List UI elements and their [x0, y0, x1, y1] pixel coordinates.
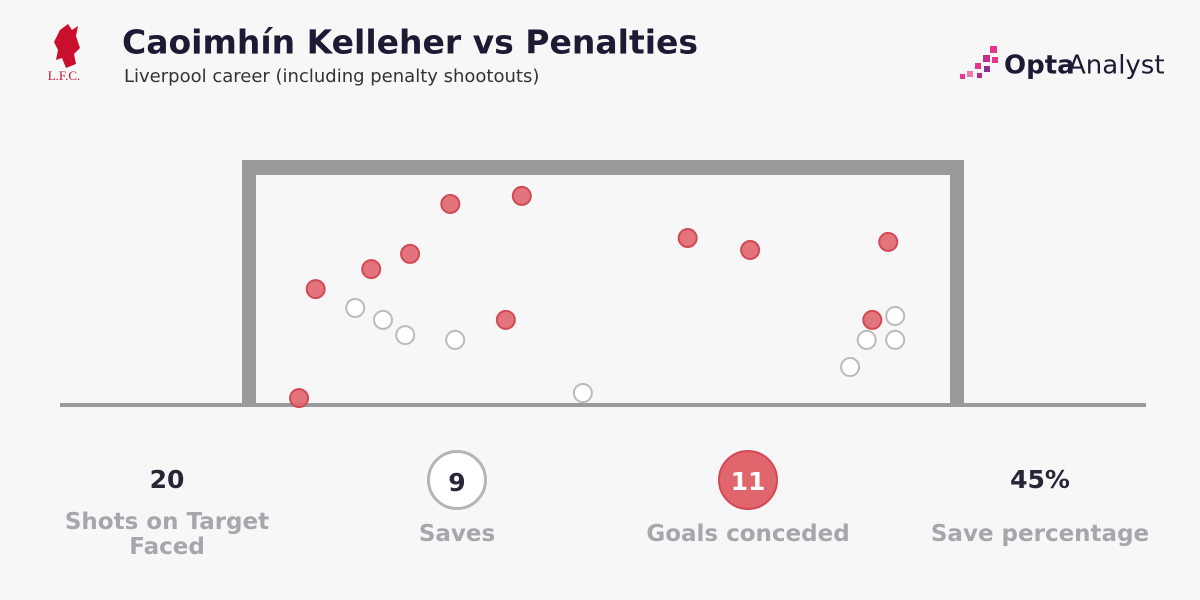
stat-label: Shots on Target Faced	[64, 509, 270, 560]
club-name: L.F.C.	[48, 68, 81, 83]
logo-pixel	[977, 73, 982, 78]
save-dot	[445, 329, 466, 350]
logo-pixel	[992, 57, 998, 63]
goal-dot	[862, 309, 883, 330]
goal-dot	[440, 193, 461, 214]
goal-frame	[60, 160, 1146, 407]
goal-dot	[289, 388, 310, 409]
save-dot	[885, 305, 906, 326]
brand-light: Analyst	[1068, 51, 1165, 81]
brand-logo: Opta Analyst	[960, 46, 1165, 81]
chart-subtitle: Liverpool career (including penalty shoo…	[124, 66, 539, 87]
stat-value: 11	[718, 450, 778, 510]
chart-title: Caoimhín Kelleher vs Penalties	[122, 23, 698, 62]
logo-pixel	[990, 46, 997, 53]
brand-bold: Opta	[1004, 51, 1075, 81]
goal-dot	[511, 185, 532, 206]
save-dot	[395, 325, 416, 346]
stat-label: Goals conceded	[646, 521, 850, 547]
save-dot	[373, 309, 394, 330]
goal-dot	[878, 231, 899, 252]
logo-pixel	[984, 66, 990, 72]
crest-bird	[54, 24, 80, 68]
goal-dot	[495, 309, 516, 330]
goal-dot	[400, 243, 421, 264]
stat-label: Save percentage	[930, 521, 1150, 547]
logo-pixel	[960, 74, 965, 79]
save-dot	[572, 383, 593, 404]
logo-pixel	[975, 63, 981, 69]
goal-dot	[361, 259, 382, 280]
save-dot	[885, 329, 906, 350]
goal-dot	[740, 239, 761, 260]
stat-value: 9	[427, 450, 487, 510]
goal-dot	[305, 279, 326, 300]
goal-line	[60, 403, 1146, 407]
logo-pixel	[967, 71, 973, 77]
logo-pixel	[983, 55, 990, 62]
save-dot	[840, 357, 861, 378]
goal-dot	[677, 228, 698, 249]
right-post	[950, 160, 964, 407]
stat-value: 45%	[1010, 465, 1070, 494]
stat-value: 20	[149, 465, 185, 494]
crossbar	[242, 160, 964, 175]
save-dot	[345, 297, 366, 318]
stat-label: Saves	[418, 521, 496, 547]
save-dot	[856, 329, 877, 350]
club-crest: L.F.C.	[48, 24, 81, 83]
left-post	[242, 160, 256, 407]
